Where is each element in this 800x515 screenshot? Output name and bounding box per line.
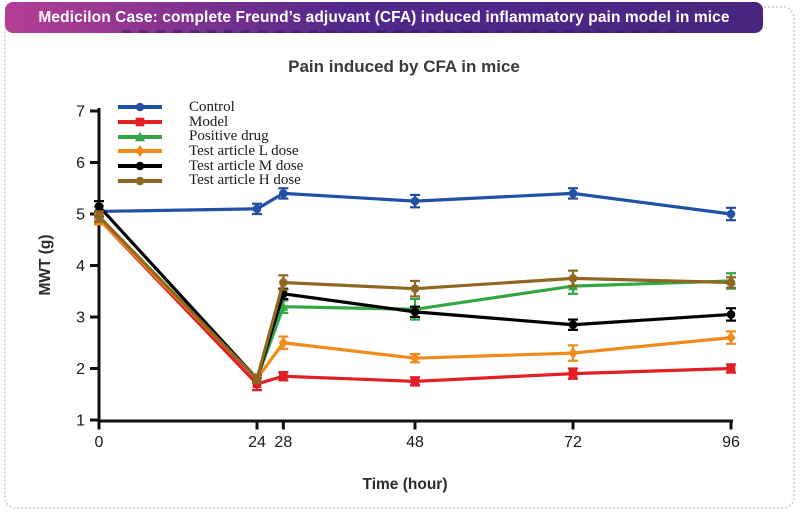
data-point-marker bbox=[568, 369, 578, 378]
clipped-text-artifact bbox=[122, 30, 682, 33]
chart-title: Pain induced by CFA in mice bbox=[288, 57, 520, 76]
data-point-marker bbox=[726, 278, 736, 287]
legend-label: Model bbox=[189, 113, 229, 130]
legend-label: Test article M dose bbox=[189, 157, 304, 174]
data-point-marker bbox=[135, 176, 145, 186]
data-point-marker bbox=[410, 307, 420, 317]
chart-legend: Control Model Positive drug Test article L … bbox=[117, 100, 303, 188]
y-tick-label: 7 bbox=[76, 104, 85, 121]
y-tick-label: 3 bbox=[76, 310, 85, 327]
data-point-marker bbox=[726, 364, 736, 373]
data-point-marker bbox=[135, 103, 145, 112]
y-tick-label: 5 bbox=[76, 207, 85, 224]
legend-swatch bbox=[118, 176, 162, 186]
data-point-marker bbox=[135, 161, 145, 171]
data-point-marker bbox=[135, 131, 145, 141]
x-tick-label: 0 bbox=[95, 434, 104, 451]
legend-label: Test article L dose bbox=[189, 143, 299, 160]
legend-item: Model bbox=[117, 113, 303, 130]
legend-swatch bbox=[118, 103, 162, 112]
data-point-marker bbox=[410, 284, 420, 293]
data-point-marker bbox=[94, 201, 104, 211]
data-point-marker bbox=[410, 377, 420, 386]
legend-item: Control bbox=[117, 100, 303, 115]
series-line bbox=[97, 218, 732, 386]
series-line bbox=[97, 215, 732, 382]
data-point-marker bbox=[568, 347, 578, 359]
legend-swatch bbox=[118, 161, 162, 171]
y-tick-label: 1 bbox=[76, 413, 85, 430]
data-point-marker bbox=[726, 209, 736, 219]
data-point-marker bbox=[568, 320, 578, 330]
legend-item: Test article H dose bbox=[117, 173, 303, 188]
x-tick-label: 24 bbox=[248, 434, 266, 451]
data-point-marker bbox=[568, 274, 578, 283]
banner-title-text: Medicilon Case: complete Freund’s adjuva… bbox=[38, 8, 730, 26]
x-tick-label: 28 bbox=[274, 434, 292, 451]
x-tick-label: 48 bbox=[406, 434, 424, 451]
legend-swatch bbox=[118, 145, 162, 158]
y-tick-label: 4 bbox=[76, 258, 85, 275]
data-point-marker bbox=[278, 336, 288, 349]
data-point-marker bbox=[278, 301, 289, 311]
data-point-marker bbox=[94, 212, 104, 221]
series-line bbox=[98, 191, 732, 216]
banner-title: Medicilon Case: complete Freund’s adjuva… bbox=[5, 2, 763, 33]
data-point-marker bbox=[135, 145, 145, 158]
data-point-marker bbox=[279, 278, 288, 287]
data-point-marker bbox=[568, 189, 578, 198]
data-point-marker bbox=[252, 204, 262, 214]
legend-item: Positive drug bbox=[117, 129, 303, 144]
data-point-marker bbox=[410, 352, 420, 364]
legend-swatch bbox=[118, 117, 162, 127]
data-point-marker bbox=[135, 117, 145, 127]
legend-label: Test article H dose bbox=[189, 172, 301, 189]
data-point-marker bbox=[726, 331, 736, 344]
data-point-marker bbox=[726, 310, 736, 319]
legend-swatch bbox=[118, 131, 162, 141]
data-point-marker bbox=[252, 374, 262, 384]
data-point-marker bbox=[410, 196, 420, 206]
legend-label: Control bbox=[189, 99, 235, 115]
y-tick-label: 6 bbox=[76, 155, 85, 172]
legend-label: Positive drug bbox=[189, 128, 269, 145]
y-axis-label: MWT (g) bbox=[37, 234, 54, 296]
data-point-marker bbox=[279, 371, 288, 381]
x-axis-label: Time (hour) bbox=[362, 476, 448, 493]
x-tick-label: 96 bbox=[722, 434, 740, 451]
legend-item: Test article L dose bbox=[117, 144, 303, 159]
data-point-marker bbox=[279, 189, 288, 198]
legend-item: Test article M dose bbox=[117, 157, 304, 174]
y-tick-label: 2 bbox=[76, 361, 85, 378]
x-tick-label: 72 bbox=[564, 434, 582, 451]
